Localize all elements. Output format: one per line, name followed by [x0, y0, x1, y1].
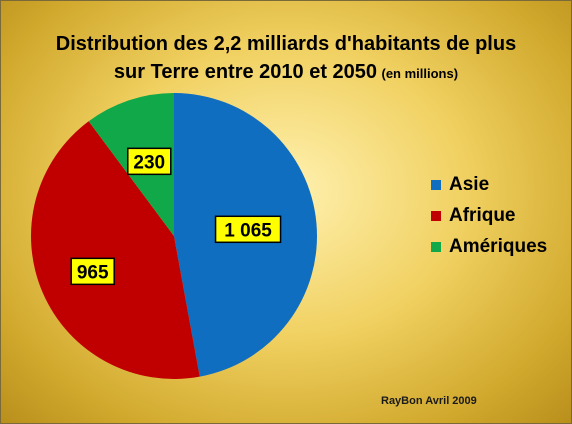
chart-title-unit: (en millions) — [381, 66, 459, 81]
data-label-box-ameriques — [127, 147, 172, 176]
legend-swatch-asie — [431, 179, 441, 190]
legend-label-asie: Asie — [449, 173, 490, 195]
legend-item-ameriques: Amériques — [431, 231, 547, 262]
legend-label-afrique: Afrique — [449, 204, 516, 226]
legend-label-ameriques: Amériques — [449, 235, 548, 257]
credit-text: RayBon Avril 2009 — [381, 395, 477, 407]
legend: Asie Afrique Amériques — [431, 169, 547, 262]
data-label-text-ameriques: 230 — [133, 152, 165, 173]
data-label-box-asie — [214, 215, 282, 244]
data-label-text-asie: 1 065 — [224, 220, 272, 241]
data-label-afrique: 965 — [70, 257, 115, 286]
chart-title-text: Distribution des 2,2 milliards d'habitan… — [55, 33, 517, 83]
data-label-asie: 1 065 — [214, 215, 282, 244]
legend-item-afrique: Afrique — [431, 200, 547, 231]
legend-swatch-afrique — [431, 210, 441, 221]
legend-item-asie: Asie — [431, 169, 547, 200]
pie-slice-afrique — [31, 121, 200, 380]
data-label-box-afrique — [70, 257, 115, 286]
data-label-text-afrique: 965 — [77, 262, 109, 283]
chart-title: Distribution des 2,2 milliards d'habitan… — [41, 31, 531, 87]
legend-swatch-ameriques — [431, 241, 441, 252]
data-label-ameriques: 230 — [127, 147, 172, 176]
